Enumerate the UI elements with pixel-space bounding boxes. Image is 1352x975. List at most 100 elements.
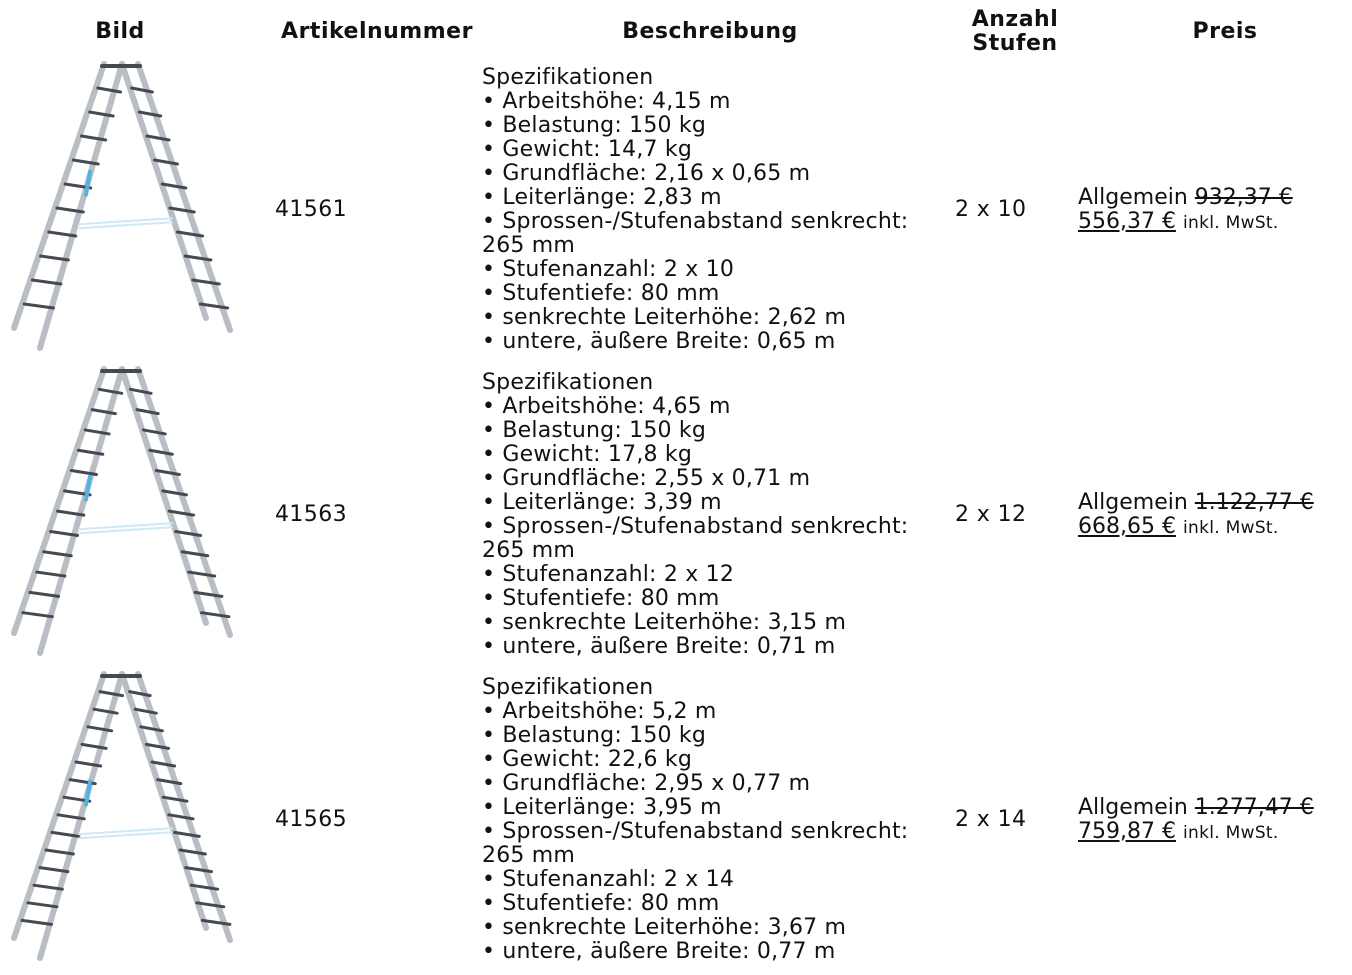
ladder-rung: [167, 509, 196, 517]
table-row: 41561 Spezifikationen Arbeitshöhe: 4,15 …: [0, 60, 1352, 365]
spec-item: Belastung: 150 kg: [482, 114, 952, 138]
ladder-rung: [130, 86, 154, 94]
description: Spezifikationen Arbeitshöhe: 5,2 m Belas…: [482, 676, 952, 964]
ladder-rung: [168, 206, 196, 214]
vat-note: inkl. MwSt.: [1182, 213, 1279, 233]
ladder-rung: [74, 760, 103, 768]
ladder-rung: [38, 866, 70, 874]
spec-item: Arbeitshöhe: 5,2 m: [482, 700, 952, 724]
ladder-rail: [11, 671, 107, 941]
ladder-rail: [119, 671, 209, 931]
table-row: 41565 Spezifikationen Arbeitshöhe: 5,2 m…: [0, 670, 1352, 975]
ladder-rung: [98, 690, 125, 698]
ladder-spreader: [78, 221, 173, 230]
ladder-rung: [191, 278, 221, 286]
price-block: Allgemein 1.122,77 € 668,65 € inkl. MwSt…: [1078, 491, 1350, 540]
price-block: Allgemein 1.277,47 € 759,87 € inkl. MwSt…: [1078, 796, 1350, 845]
ladder-rung: [200, 611, 231, 619]
spec-item: Stufenanzahl: 2 x 14: [482, 868, 952, 892]
ladder-rung: [97, 387, 124, 395]
spec-list: Arbeitshöhe: 4,65 m Belastung: 150 kg Ge…: [482, 395, 952, 659]
ladder-image[interactable]: [4, 60, 264, 360]
ladder-rung: [153, 158, 179, 166]
ladder-rail: [135, 61, 233, 333]
ladder-label: [84, 779, 92, 807]
spec-item: Gewicht: 17,8 kg: [482, 443, 952, 467]
ladder-rung: [90, 408, 117, 416]
ladder-rung: [135, 408, 160, 416]
ladder-rung: [69, 469, 98, 477]
ladder-rung: [28, 590, 61, 598]
ladder-rung: [30, 278, 63, 286]
ladder-label: [84, 169, 92, 197]
ladder-rung: [195, 901, 226, 909]
spec-item: Grundfläche: 2,55 x 0,71 m: [482, 467, 952, 491]
vat-note: inkl. MwSt.: [1182, 518, 1279, 538]
ladder-image[interactable]: [4, 365, 264, 665]
article-number[interactable]: 41565: [275, 807, 347, 832]
spec-item: untere, äußere Breite: 0,71 m: [482, 635, 952, 659]
table-header-anzahl-stufen: Anzahl Stufen: [955, 8, 1075, 56]
price-label: Allgemein: [1078, 490, 1188, 515]
new-price[interactable]: 759,87 €: [1078, 819, 1176, 844]
table-row: 41563 Spezifikationen Arbeitshöhe: 4,65 …: [0, 365, 1352, 670]
ladder-rung: [80, 742, 108, 750]
spec-item: senkrechte Leiterhöhe: 2,62 m: [482, 306, 952, 330]
ladder-rung: [86, 725, 114, 733]
article-number[interactable]: 41561: [275, 197, 347, 222]
table-header-beschreibung: Beschreibung: [622, 19, 798, 44]
spec-item: Gewicht: 22,6 kg: [482, 748, 952, 772]
ladder-spreader: [78, 522, 173, 531]
ladder-rung: [141, 428, 167, 436]
step-count: 2 x 12: [955, 502, 1027, 527]
table-header-bild: Bild: [95, 19, 145, 44]
ladder-spreader: [78, 827, 173, 836]
ladder-rung: [56, 813, 86, 821]
ladder-spreader: [78, 526, 173, 535]
ladder-spreader: [78, 217, 173, 226]
new-price[interactable]: 556,37 €: [1078, 209, 1176, 234]
spec-item: Stufenanzahl: 2 x 10: [482, 258, 952, 282]
new-price[interactable]: 668,65 €: [1078, 514, 1176, 539]
table-header-anzahl-line1: Anzahl: [971, 7, 1059, 32]
spec-item: Belastung: 150 kg: [482, 419, 952, 443]
ladder-rung: [83, 428, 111, 436]
table-header-artikelnummer: Artikelnummer: [281, 19, 473, 44]
spec-title: Spezifikationen: [482, 65, 654, 90]
ladder-rung: [200, 918, 232, 926]
ladder-rung: [76, 448, 105, 456]
ladder-rung: [21, 611, 54, 619]
ladder-image[interactable]: [4, 670, 264, 970]
ladder-rung: [56, 509, 86, 517]
article-number[interactable]: 41563: [275, 502, 347, 527]
spec-item: Sprossen-/Stufenabstand senkrecht: 265 m…: [482, 210, 952, 258]
spec-item: Stufentiefe: 80 mm: [482, 282, 952, 306]
spec-item: untere, äußere Breite: 0,77 m: [482, 940, 952, 964]
spec-list: Arbeitshöhe: 4,15 m Belastung: 150 kg Ge…: [482, 90, 952, 354]
spec-item: Grundfläche: 2,16 x 0,65 m: [482, 162, 952, 186]
price-label: Allgemein: [1078, 185, 1188, 210]
old-price: 1.277,47 €: [1194, 795, 1314, 820]
vat-note: inkl. MwSt.: [1182, 823, 1279, 843]
ladder-rung: [144, 742, 171, 750]
description: Spezifikationen Arbeitshöhe: 4,65 m Bela…: [482, 371, 952, 659]
ladder-rung: [172, 830, 201, 838]
ladder-rung: [88, 110, 115, 118]
ladder-rung: [137, 110, 163, 118]
ladder-rung: [183, 254, 213, 262]
ladder-rung: [79, 134, 108, 142]
ladder-rung: [148, 448, 174, 456]
spec-item: Gewicht: 14,7 kg: [482, 138, 952, 162]
table-header-anzahl-line2: Stufen: [972, 31, 1058, 56]
ladder-rung: [161, 795, 189, 803]
ladder-rung: [22, 302, 55, 310]
spec-item: Arbeitshöhe: 4,15 m: [482, 90, 952, 114]
step-count: 2 x 14: [955, 807, 1027, 832]
ladder-rung: [161, 489, 188, 497]
ladder-rung: [167, 813, 195, 821]
ladder-rung: [39, 254, 70, 262]
ladder-rail: [37, 61, 125, 351]
ladder-rung: [55, 206, 85, 214]
ladder-rung: [44, 848, 75, 856]
spec-item: Stufenanzahl: 2 x 12: [482, 563, 952, 587]
